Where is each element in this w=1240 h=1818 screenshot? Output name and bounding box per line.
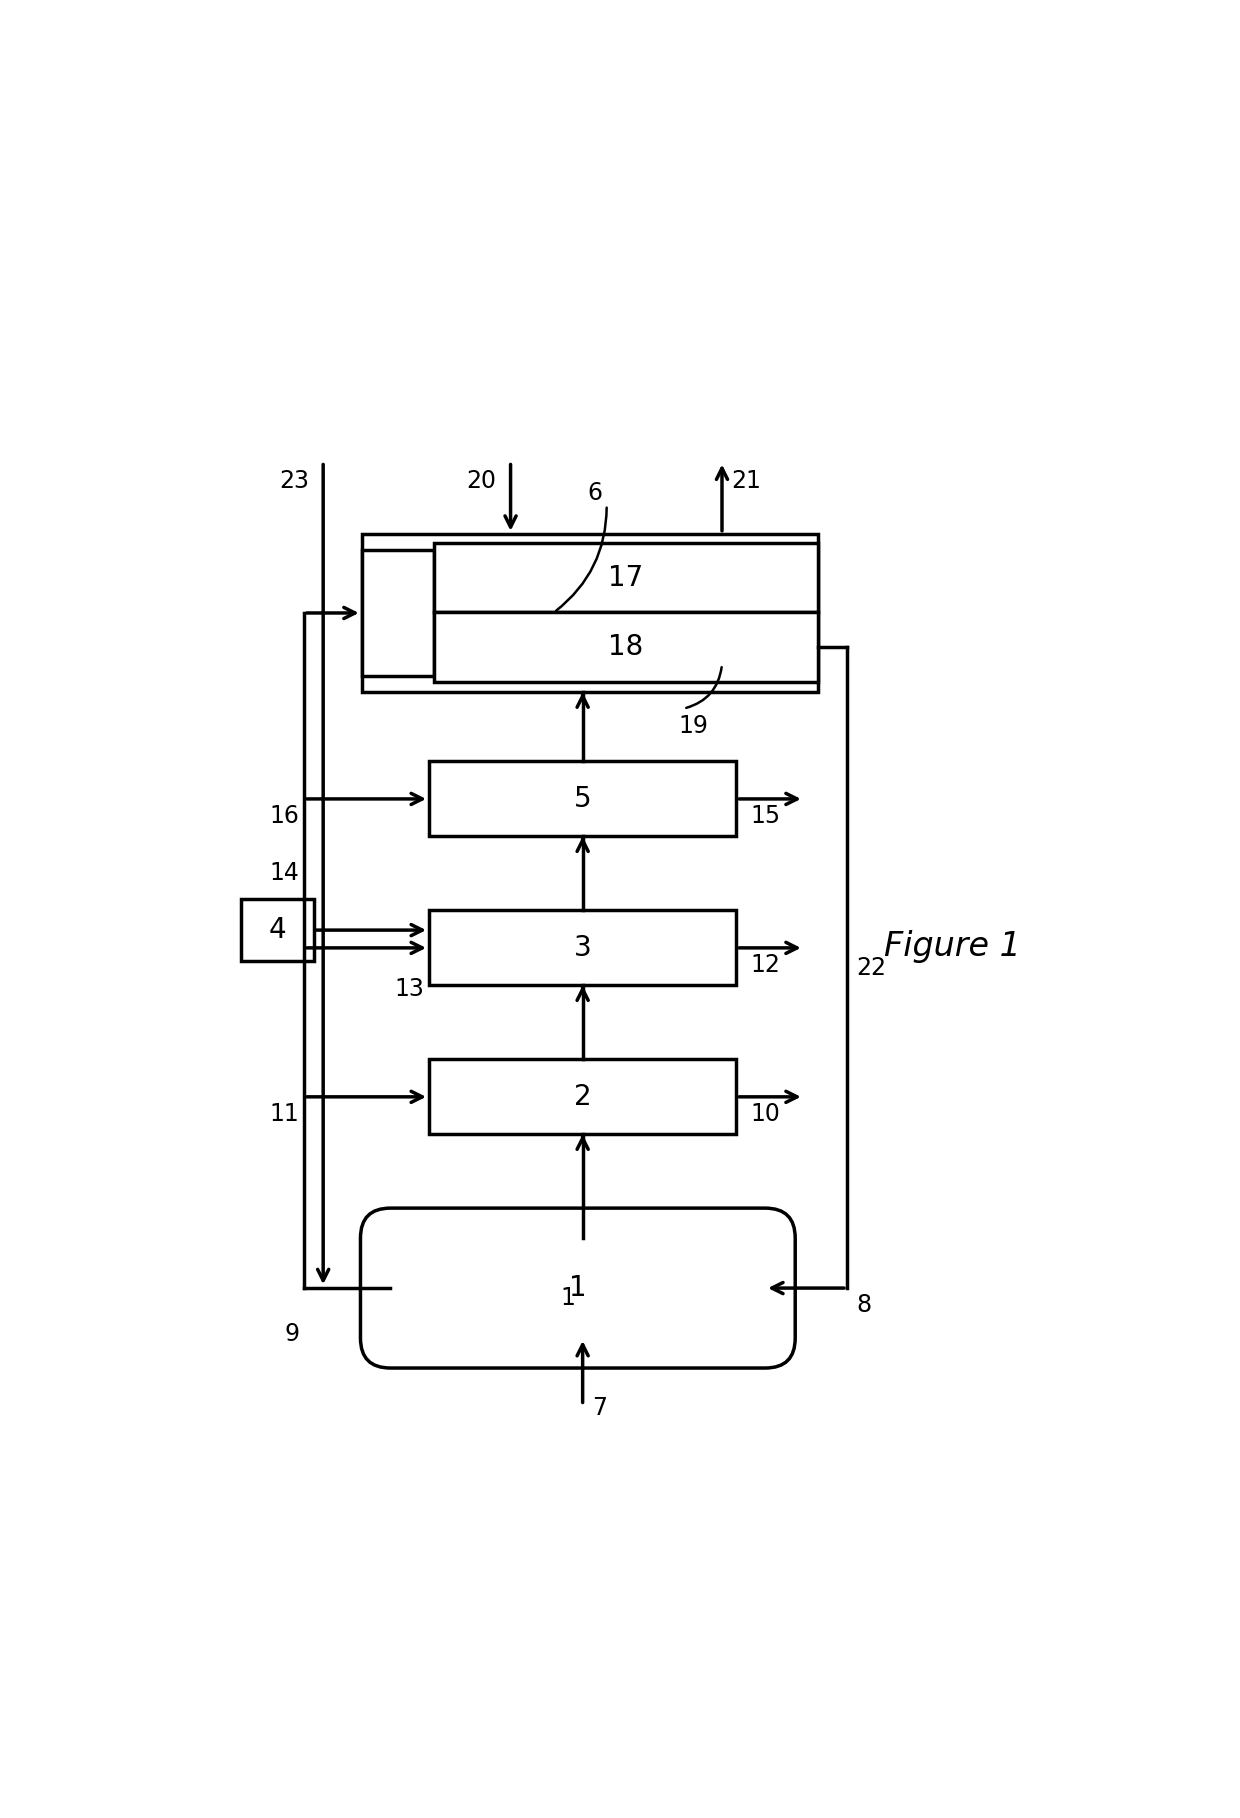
Text: 14: 14 [269, 862, 299, 885]
Text: 3: 3 [574, 934, 591, 962]
Text: 21: 21 [732, 469, 761, 493]
Bar [362, 534, 818, 693]
Text: 4: 4 [269, 916, 286, 944]
Text: 5: 5 [574, 785, 591, 813]
Text: 22: 22 [857, 956, 887, 980]
Bar [429, 762, 737, 836]
Bar [362, 551, 434, 676]
Text: 23: 23 [279, 469, 309, 493]
Bar [429, 1060, 737, 1134]
Text: 7: 7 [593, 1396, 608, 1420]
Text: 6: 6 [588, 482, 603, 505]
Text: Figure 1: Figure 1 [884, 931, 1021, 964]
Bar [429, 911, 737, 985]
Text: 10: 10 [751, 1102, 781, 1125]
Bar [242, 898, 314, 962]
Text: 9: 9 [284, 1322, 299, 1345]
Bar [434, 613, 818, 682]
Text: 1: 1 [560, 1285, 575, 1309]
FancyBboxPatch shape [361, 1209, 795, 1367]
Text: 2: 2 [574, 1084, 591, 1111]
Text: 13: 13 [394, 976, 424, 1000]
Text: 15: 15 [751, 804, 781, 827]
Text: 19: 19 [678, 714, 708, 738]
Bar [434, 544, 818, 613]
Text: 20: 20 [466, 469, 496, 493]
Text: 18: 18 [609, 633, 644, 662]
Text: 8: 8 [857, 1293, 872, 1316]
Text: 16: 16 [269, 804, 299, 827]
Text: 11: 11 [269, 1102, 299, 1125]
FancyArrowPatch shape [556, 507, 606, 611]
Text: 12: 12 [751, 953, 781, 976]
FancyArrowPatch shape [686, 667, 722, 707]
Text: 1: 1 [569, 1274, 587, 1302]
Text: 17: 17 [609, 564, 644, 593]
